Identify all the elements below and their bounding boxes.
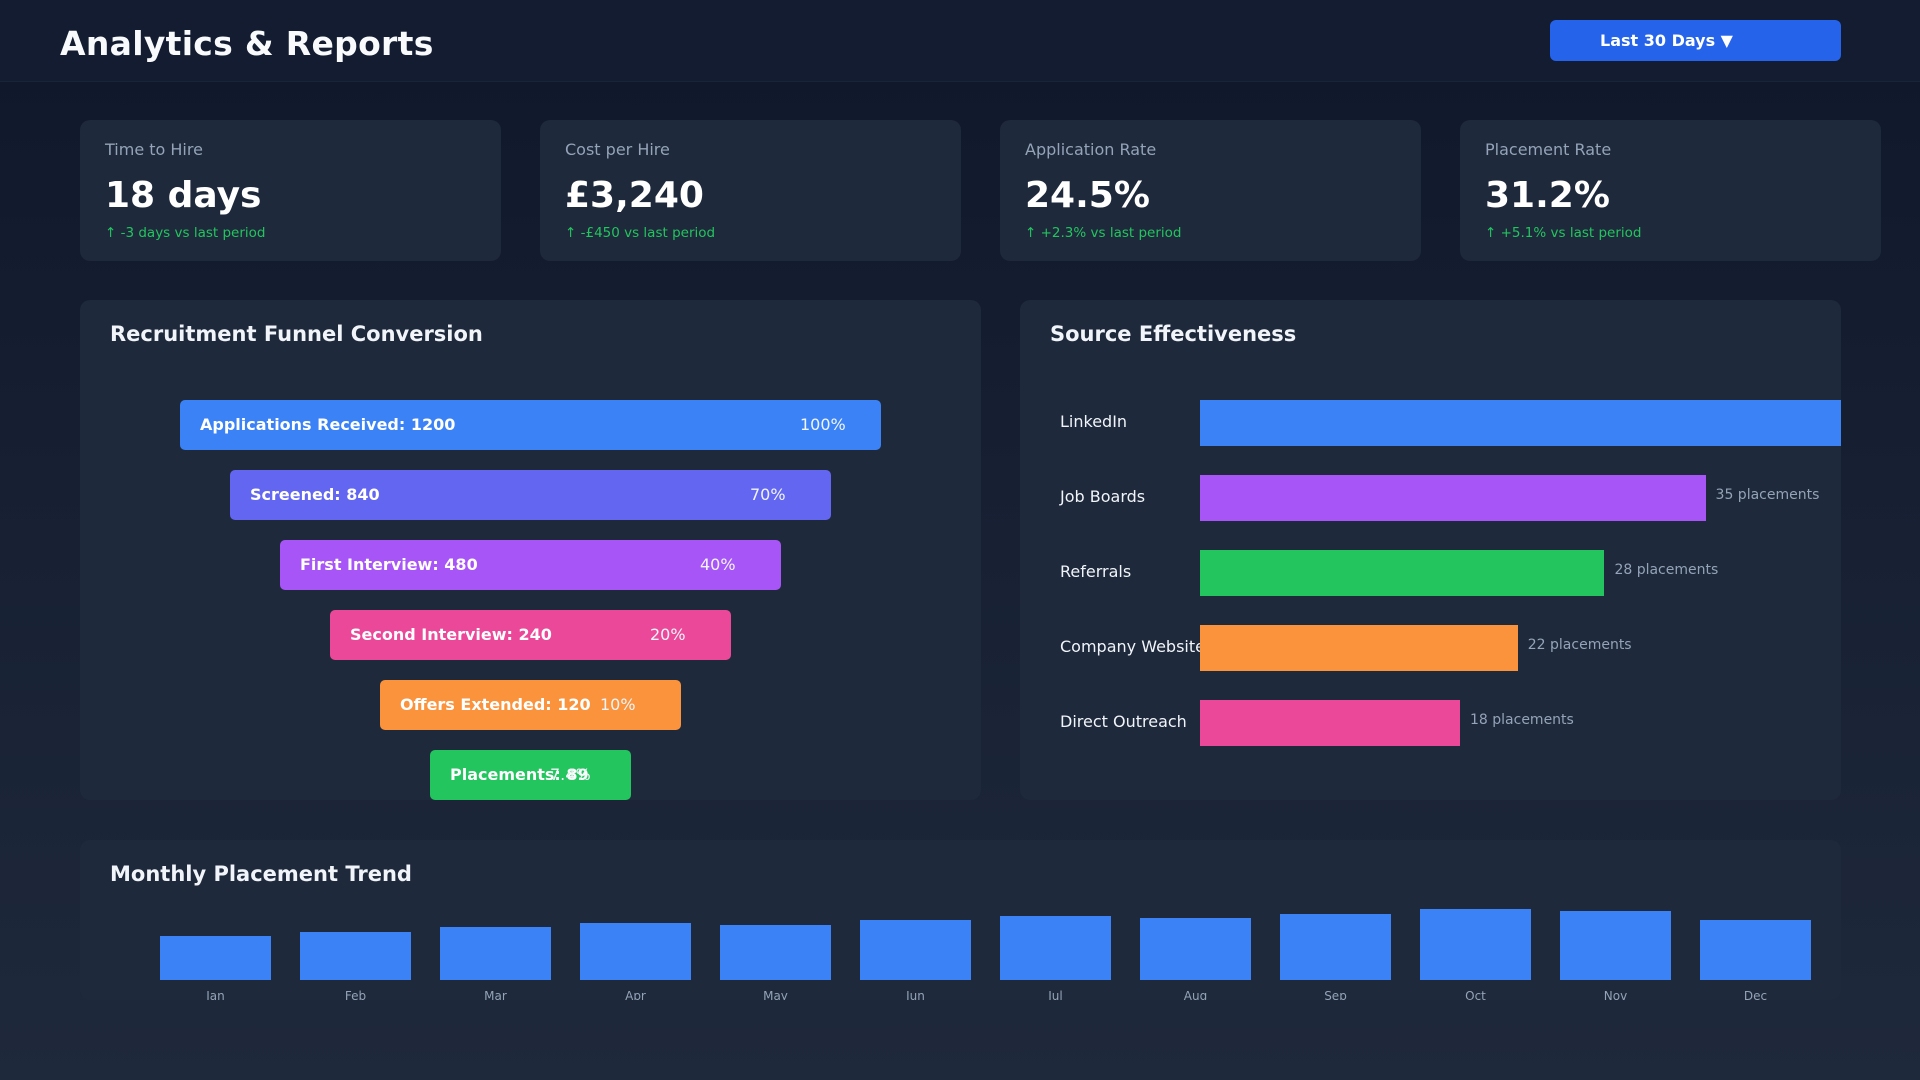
month-bar[interactable] [300,932,411,980]
funnel-stage-label: Placements: 89 [450,765,589,784]
kpi-label: Cost per Hire [565,140,670,159]
page-header: Analytics & Reports Last 30 Days ▼ [0,0,1920,82]
source-label: Job Boards [1060,487,1146,506]
month-label: Nov [1603,989,1628,1000]
kpi-value: 31.2% [1485,175,1610,216]
source-title: Source Effectiveness [1050,322,1297,346]
trend-title: Monthly Placement Trend [110,862,412,886]
kpi-card-cost-per-hire: Cost per Hire £3,240 ↑ -£450 vs last per… [540,120,961,261]
kpi-delta: ↑ +5.1% vs last period [1485,225,1642,241]
kpi-label: Placement Rate [1485,140,1612,159]
month-label: Jul [1048,989,1063,1000]
month-bar[interactable] [160,936,271,980]
kpi-card-time-to-hire: Time to Hire 18 days ↑ -3 days vs last p… [80,120,501,261]
source-bar[interactable] [1200,700,1460,746]
source-value-label: 35 placements [1715,487,1820,503]
funnel-stage-label: First Interview: 480 [300,555,478,574]
month-bar[interactable] [1560,911,1671,980]
monthly-trend-panel: Monthly Placement Trend Jan Feb Mar Apr May J… [80,840,1841,1000]
funnel-stage-second-interview[interactable]: Second Interview: 240 20% [330,610,731,660]
month-label: Aug [1183,989,1208,1000]
funnel-stage-label: Screened: 840 [250,485,380,504]
kpi-card-placement-rate: Placement Rate 31.2% ↑ +5.1% vs last per… [1460,120,1881,261]
source-label: Direct Outreach [1060,712,1187,731]
month-bar[interactable] [1420,909,1531,980]
month-label: Jun [906,989,925,1000]
funnel-stage-percent: 20% [650,625,686,644]
funnel-stage-offers[interactable]: Offers Extended: 120 10% [380,680,681,730]
kpi-card-application-rate: Application Rate 24.5% ↑ +2.3% vs last p… [1000,120,1421,261]
kpi-delta: ↑ -3 days vs last period [105,225,266,241]
funnel-stage-percent: 7.4% [550,765,591,784]
month-label: May [763,989,788,1000]
month-bar[interactable] [720,925,831,980]
source-effectiveness-panel: Source Effectiveness LinkedIn45 placemen… [1020,300,1841,800]
month-label: Oct [1465,989,1486,1000]
source-bar[interactable] [1200,400,1841,446]
kpi-value: 18 days [105,175,262,216]
source-bar[interactable] [1200,550,1605,596]
source-value-label: 22 placements [1527,637,1632,653]
kpi-label: Application Rate [1025,140,1157,159]
funnel-title: Recruitment Funnel Conversion [110,322,483,346]
funnel-stage-placements[interactable]: Placements: 89 7.4% [430,750,631,800]
month-bar[interactable] [440,927,551,980]
month-label: Feb [344,989,367,1000]
kpi-value: 24.5% [1025,175,1150,216]
funnel-stage-applications[interactable]: Applications Received: 1200 100% [180,400,881,450]
funnel-panel: Recruitment Funnel Conversion Applicatio… [80,300,981,800]
kpi-delta: ↑ -£450 vs last period [565,225,716,241]
month-bar[interactable] [580,923,691,980]
funnel-stage-percent: 70% [750,485,786,504]
funnel-stage-label: Second Interview: 240 [350,625,552,644]
month-bar[interactable] [1000,916,1111,980]
funnel-stage-label: Offers Extended: 120 [400,695,591,714]
date-range-dropdown[interactable]: Last 30 Days ▼ [1550,20,1841,61]
source-bar[interactable] [1200,625,1518,671]
source-bar[interactable] [1200,475,1706,521]
source-value-label: 28 placements [1614,562,1719,578]
funnel-stage-percent: 10% [600,695,636,714]
month-bar[interactable] [1700,920,1811,980]
source-label: Company Website [1060,637,1205,656]
funnel-stage-first-interview[interactable]: First Interview: 480 40% [280,540,781,590]
source-label: Referrals [1060,562,1132,581]
funnel-stage-screened[interactable]: Screened: 840 70% [230,470,831,520]
source-value-label: 18 placements [1470,712,1574,728]
funnel-stage-percent: 100% [800,415,846,434]
month-label: Dec [1743,989,1768,1000]
page-title: Analytics & Reports [60,24,434,63]
funnel-stage-label: Applications Received: 1200 [200,415,456,434]
month-bar[interactable] [860,920,971,980]
kpi-label: Time to Hire [105,140,203,159]
month-label: Mar [484,989,507,1000]
month-bar[interactable] [1140,918,1251,980]
kpi-delta: ↑ +2.3% vs last period [1025,225,1182,241]
funnel-stage-percent: 40% [700,555,736,574]
month-label: Sep [1324,989,1347,1000]
month-label: Jan [206,989,225,1000]
month-label: Apr [625,989,646,1000]
month-bar[interactable] [1280,914,1391,980]
kpi-value: £3,240 [565,175,704,216]
source-label: LinkedIn [1060,412,1128,431]
